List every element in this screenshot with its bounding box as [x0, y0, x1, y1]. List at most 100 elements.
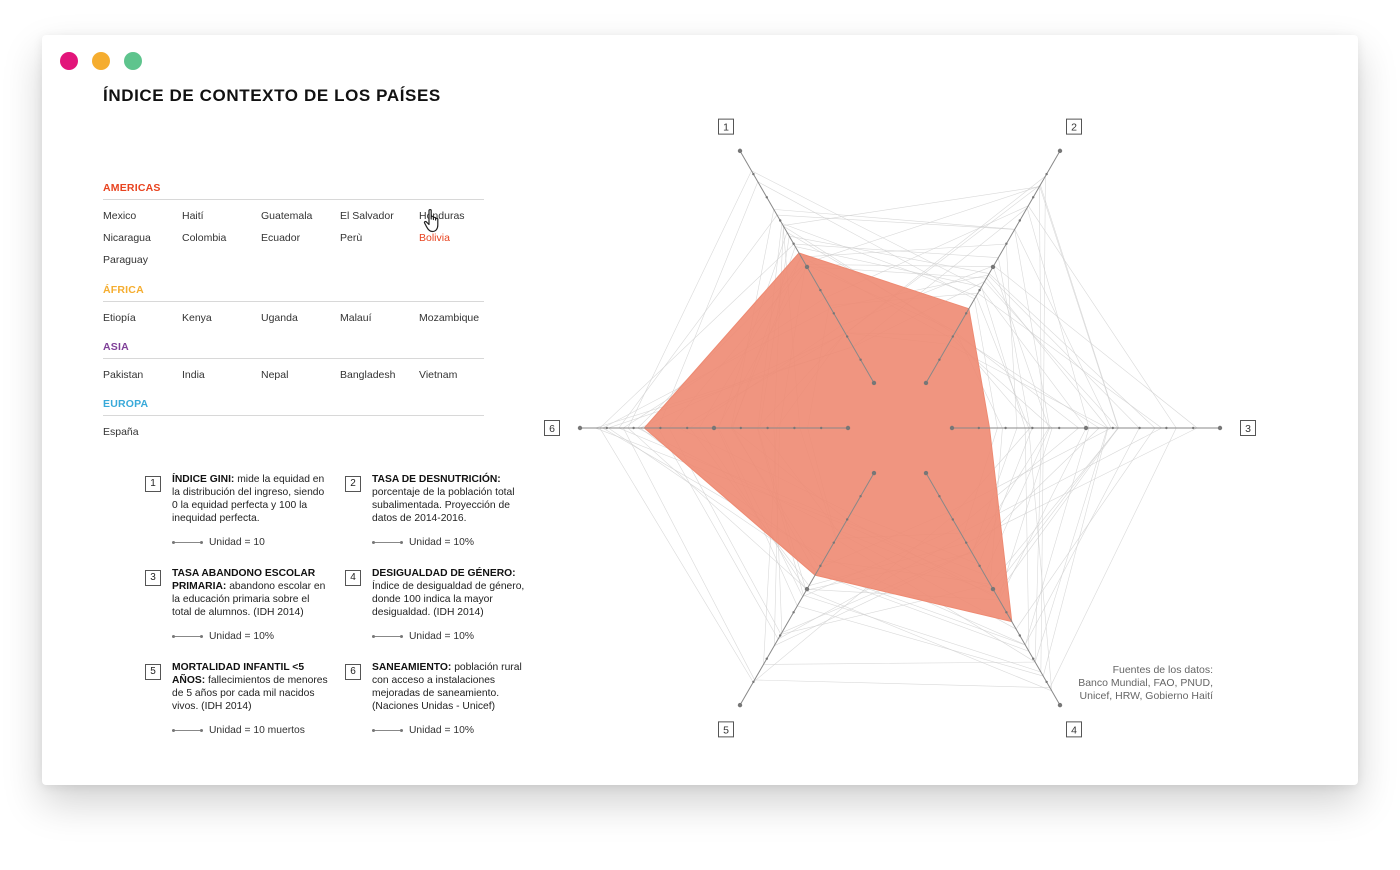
axis-tick — [765, 196, 768, 199]
axis-tick — [978, 564, 981, 568]
window-minimize-button[interactable] — [92, 52, 110, 70]
country-item[interactable]: Uganda — [261, 312, 298, 324]
unit-label: Unidad = 10% — [209, 631, 274, 642]
legend-definition: porcentaje de la población total subalim… — [372, 487, 515, 524]
country-item[interactable]: Mexico — [103, 210, 137, 222]
axis-tick — [846, 518, 849, 521]
axis-tick — [792, 611, 795, 614]
country-item[interactable]: Haití — [182, 210, 204, 222]
axis-label: 1 — [723, 122, 729, 134]
country-item[interactable]: Malauí — [340, 312, 372, 324]
country-list: Mexico Haití Guatemala El Salvador Honduras N… — [103, 210, 503, 267]
axis-tick — [804, 264, 810, 270]
country-item[interactable]: Nicaragua — [103, 232, 151, 244]
country-item[interactable]: Guatemala — [261, 210, 313, 222]
axis-tick — [1138, 426, 1141, 430]
axis-tick — [859, 495, 862, 498]
axis-tick — [923, 470, 929, 476]
unit-scale: Unidad = 10 — [172, 536, 265, 549]
legend-term: ÍNDICE GINI: — [172, 474, 235, 485]
country-item[interactable]: Mozambique — [419, 312, 480, 324]
axis-tick — [1217, 425, 1223, 431]
axis-tick — [949, 425, 955, 431]
axis-label: 3 — [1245, 423, 1251, 435]
legend-term: SANEAMIENTO: — [372, 662, 452, 673]
unit-scale: Unidad = 10% — [372, 536, 474, 549]
axis-tick — [739, 426, 742, 430]
country-item[interactable]: India — [182, 369, 205, 381]
axis-tick — [965, 312, 968, 315]
axis-tick — [951, 518, 954, 521]
country-item[interactable]: Nepal — [261, 369, 289, 381]
unit-line-icon — [372, 540, 403, 544]
country-list: Etiopía Kenya Uganda Malauí Mozambique — [103, 312, 503, 325]
axis-label-box — [1066, 721, 1082, 738]
country-item[interactable]: España — [103, 426, 139, 438]
axis-tick — [977, 426, 980, 430]
axis-tick — [990, 586, 996, 592]
legend-definition: población rural con acceso a instalacion… — [372, 662, 522, 712]
unit-scale: Unidad = 10% — [172, 630, 274, 643]
legend-description: TASA DE DESNUTRICIÓN: porcentaje de la p… — [372, 473, 528, 525]
axis-tick — [1192, 426, 1195, 430]
legend-definition: Índice de desigualdad de género, donde 1… — [372, 581, 525, 618]
country-item[interactable]: Kenya — [182, 312, 212, 324]
unit-label: Unidad = 10 muertos — [209, 725, 305, 736]
country-item[interactable]: Paraguay — [103, 254, 148, 266]
unit-label: Unidad = 10% — [409, 631, 474, 642]
axis-tick — [804, 586, 810, 592]
country-item[interactable]: Ecuador — [261, 232, 301, 244]
legend-number-box: 4 — [345, 570, 361, 586]
axis-tick — [832, 541, 835, 544]
legend-description: DESIGUALDAD DE GÉNERO: Índice de desigua… — [372, 567, 528, 619]
legend-description: TASA ABANDONO ESCOLAR PRIMARIA: abandono… — [172, 567, 328, 619]
country-item[interactable]: Perù — [340, 232, 363, 244]
axis-tick — [1031, 426, 1034, 430]
axis-tick — [793, 426, 796, 430]
country-item[interactable]: Bolivia — [419, 232, 450, 244]
country-item[interactable]: Bangladesh — [340, 369, 396, 381]
axis-tick — [1018, 219, 1021, 222]
axis-tick — [766, 426, 769, 430]
axis-tick — [752, 172, 755, 176]
axis-tick — [871, 470, 877, 476]
window-maximize-button[interactable] — [124, 52, 142, 70]
axis-tick — [1005, 242, 1008, 245]
axis-tick — [737, 702, 743, 708]
window-close-button[interactable] — [60, 52, 78, 70]
axis-tick — [1032, 657, 1035, 660]
axis-label: 6 — [549, 423, 555, 435]
legend-description: SANEAMIENTO: población rural con acceso … — [372, 661, 528, 713]
axis-tick — [819, 564, 822, 568]
unit-label: Unidad = 10% — [409, 725, 474, 736]
country-list: España — [103, 426, 503, 439]
region-heading: ÁFRICA — [103, 284, 484, 302]
axis-tick — [832, 312, 835, 315]
axis-tick — [846, 335, 849, 338]
axis-tick — [752, 680, 755, 684]
axis-tick — [686, 426, 689, 430]
legend-description: ÍNDICE GINI: mide la equidad en la distr… — [172, 473, 328, 525]
legend-term: MORTALIDAD INFANTIL <5 AÑOS: — [172, 662, 305, 686]
country-item[interactable]: El Salvador — [340, 210, 394, 222]
axis-tick — [1045, 172, 1048, 176]
legend-description: MORTALIDAD INFANTIL <5 AÑOS: fallecimien… — [172, 661, 328, 713]
legend-definition: abandono escolar en la educación primari… — [172, 581, 326, 618]
axis-tick — [1083, 425, 1089, 431]
axis-tick — [938, 358, 941, 361]
country-item[interactable]: Etiopía — [103, 312, 136, 324]
axis-tick — [1004, 426, 1007, 430]
axis-tick — [978, 288, 981, 292]
axis-label: 4 — [1071, 724, 1077, 736]
axis-tick — [765, 657, 768, 660]
series-area-bolivia — [643, 252, 1013, 623]
country-item[interactable]: Vietnam — [419, 369, 458, 381]
country-item[interactable]: Pakistan — [103, 369, 144, 381]
unit-line-icon — [172, 540, 203, 544]
country-item[interactable]: Colombia — [182, 232, 227, 244]
axis-tick — [605, 426, 608, 430]
hand-pointer-icon — [423, 209, 439, 233]
axis-tick — [1005, 611, 1008, 614]
axis-tick — [577, 425, 583, 431]
sources-line: Fuentes de los datos: — [1112, 664, 1213, 676]
